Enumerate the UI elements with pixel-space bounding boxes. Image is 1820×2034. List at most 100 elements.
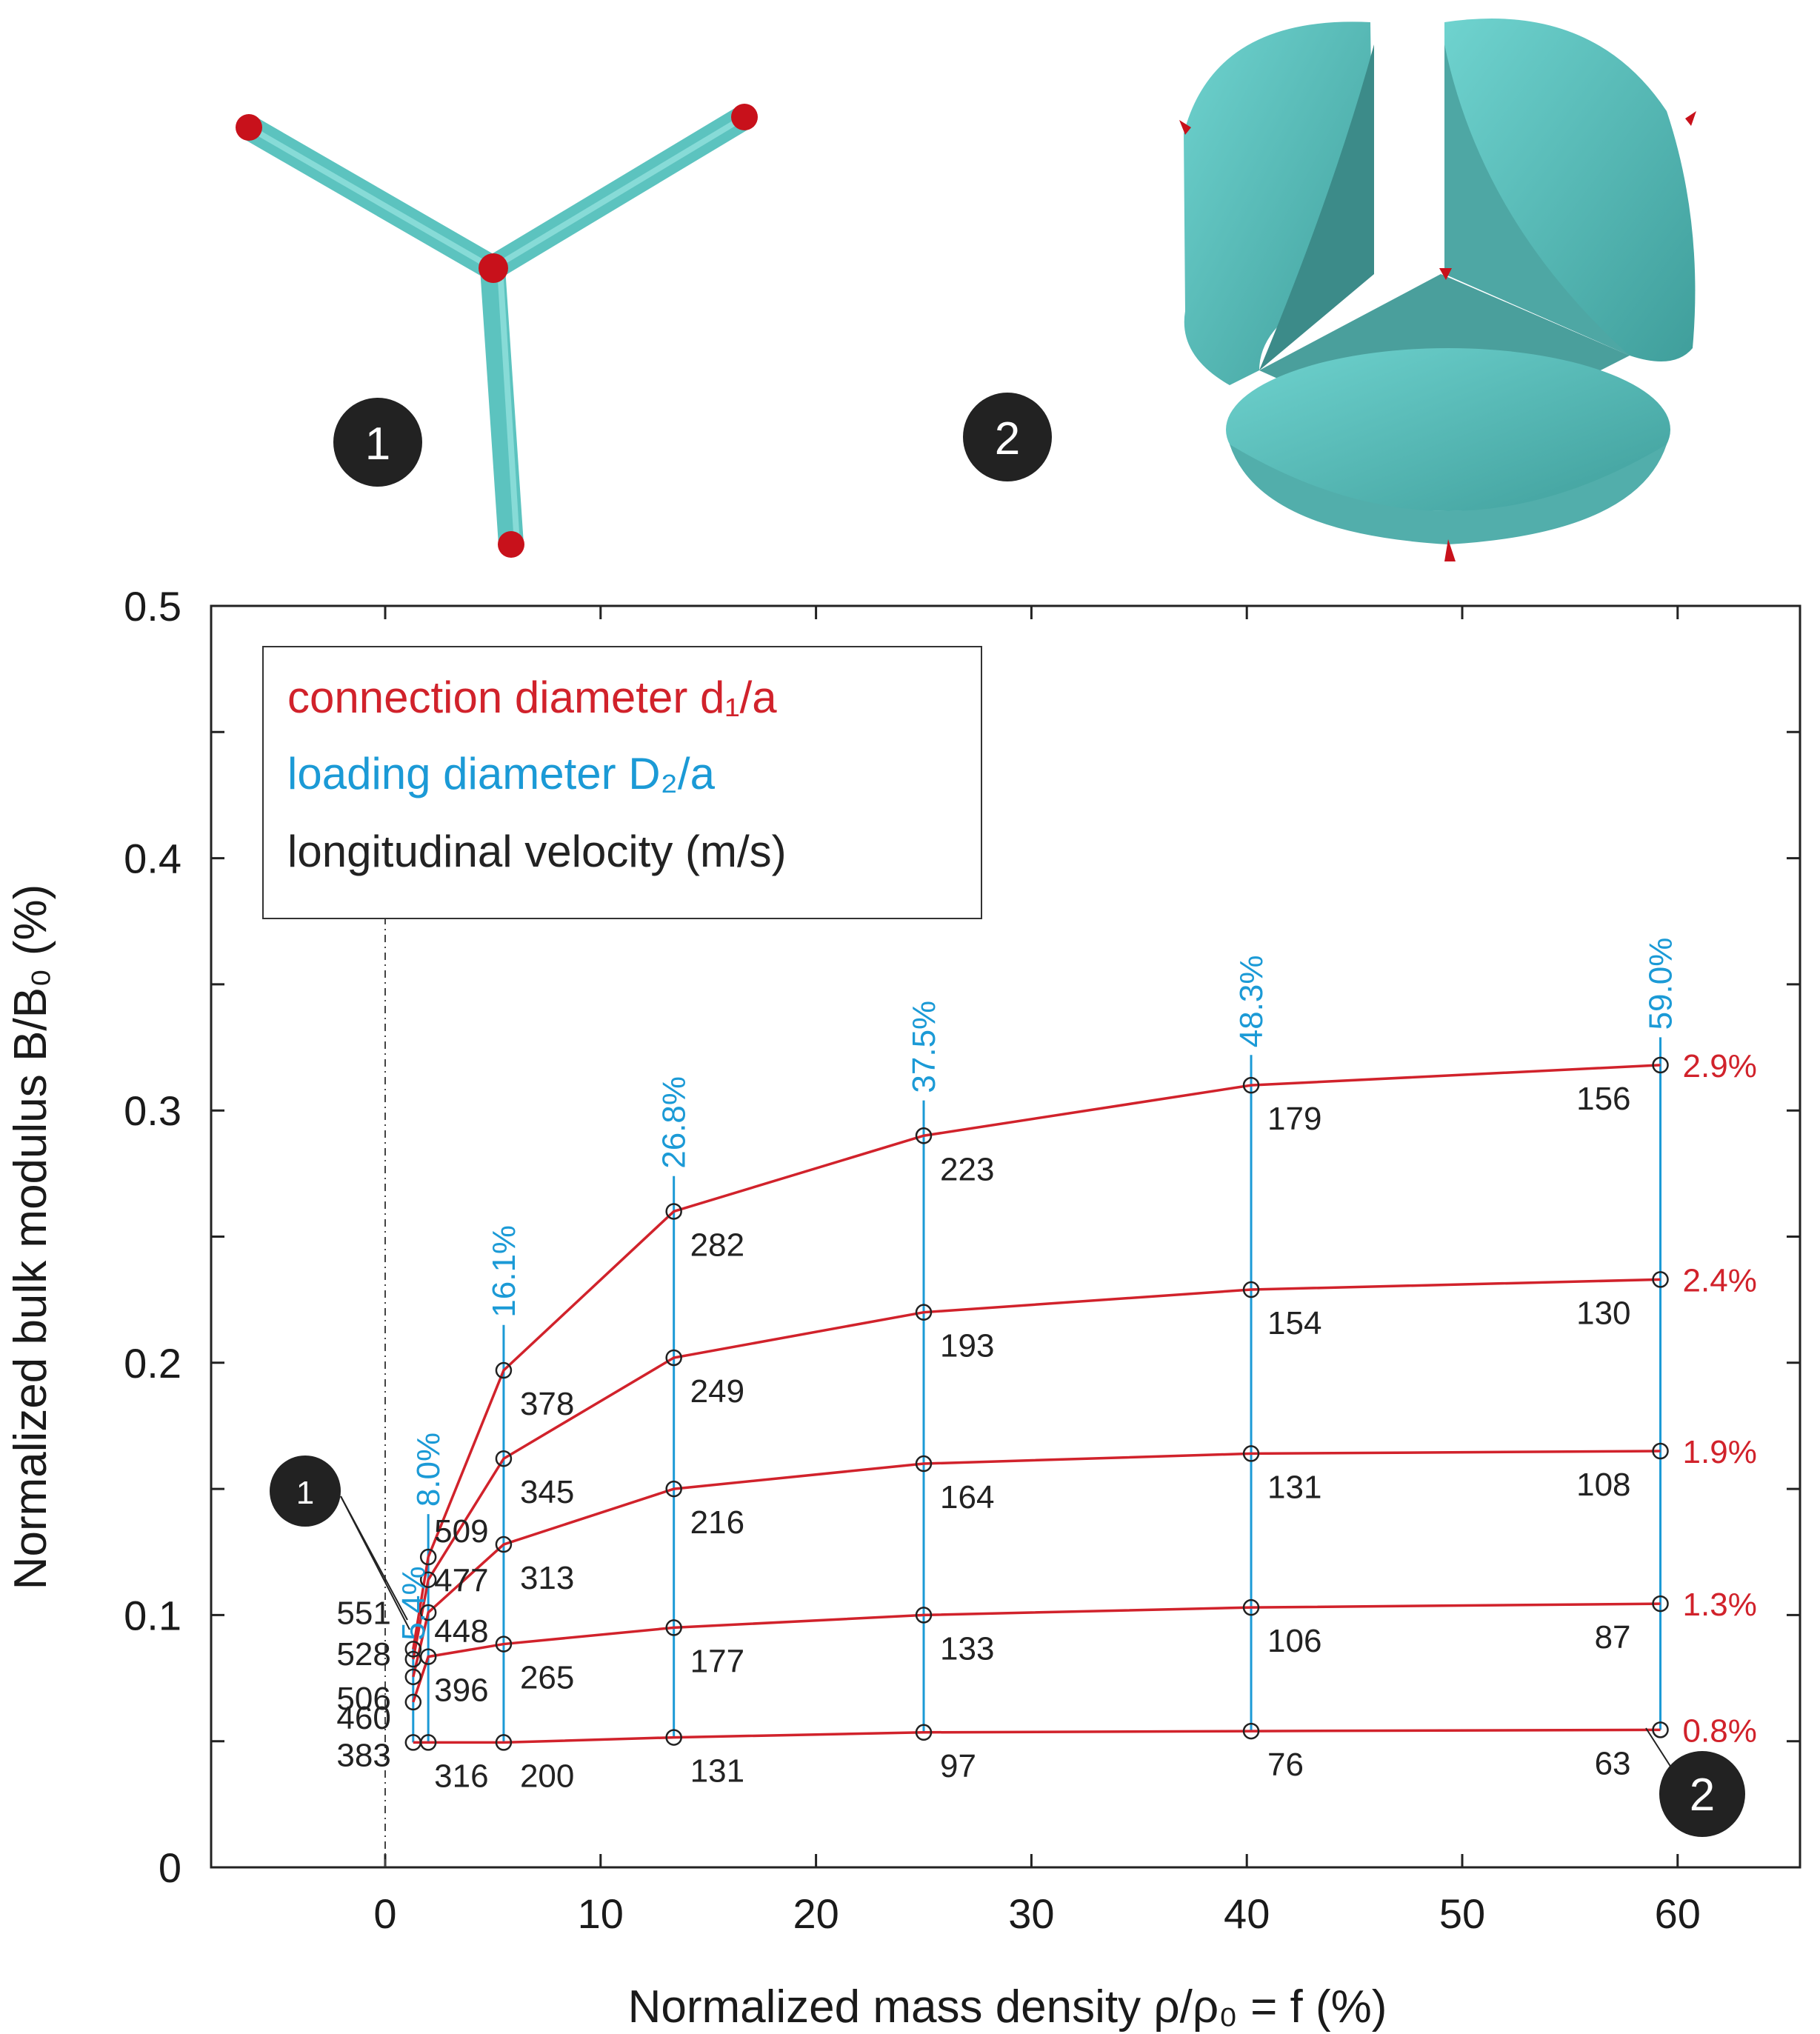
velocity-label: 177	[690, 1643, 744, 1679]
y-tick-label-0.5: 0.5	[124, 583, 181, 630]
badge-1-top-text: 1	[365, 419, 390, 470]
data-point	[419, 1571, 437, 1588]
x-tick-label-20: 20	[793, 1890, 839, 1937]
velocity-label: 378	[520, 1386, 574, 1422]
velocity-label: 551	[336, 1595, 390, 1631]
velocity-label: 131	[1267, 1469, 1321, 1505]
y-axis-title: Normalized bulk modulus B/B₀ (%)	[5, 884, 56, 1590]
connection-label-1.9%: 1.9%	[1683, 1434, 1757, 1470]
data-point	[495, 1361, 513, 1379]
data-point	[1242, 1445, 1260, 1462]
structure-1-illustration	[236, 104, 758, 558]
data-markers	[404, 1056, 1669, 1751]
data-point	[915, 1724, 933, 1741]
velocity-label: 249	[690, 1373, 744, 1410]
series-line-1.9%	[412, 1450, 1661, 1678]
connection-label-1.3%: 1.3%	[1683, 1587, 1757, 1623]
data-point	[665, 1480, 682, 1498]
series-line-1.3%	[412, 1602, 1661, 1703]
loading-label-4: 37.5%	[906, 1001, 942, 1093]
velocity-labels: 551 509 378 282 223 179 156 528 477 345 249 193 154 1…	[336, 1081, 1630, 1795]
y-tick-label-0.2: 0.2	[124, 1340, 181, 1387]
velocity-label: 396	[434, 1673, 488, 1709]
data-point	[915, 1607, 933, 1624]
velocity-label: 460	[336, 1700, 390, 1736]
velocity-label: 130	[1576, 1295, 1630, 1331]
badge-2-text: 2	[1690, 1770, 1715, 1821]
structure-2-illustration	[1179, 19, 1696, 561]
badge-1-top: 1	[333, 398, 422, 487]
velocity-label: 154	[1267, 1305, 1321, 1341]
data-point	[404, 1668, 422, 1686]
x-tick-label-60: 60	[1655, 1890, 1701, 1937]
data-point	[665, 1203, 682, 1220]
badge-1: 1	[270, 1456, 410, 1630]
velocity-label: 316	[434, 1758, 488, 1794]
data-point	[495, 1734, 513, 1751]
velocity-label: 448	[434, 1613, 488, 1650]
velocity-label: 131	[690, 1753, 744, 1790]
velocity-label: 76	[1267, 1747, 1304, 1783]
data-point	[1242, 1281, 1260, 1298]
data-point	[1242, 1598, 1260, 1616]
velocity-label: 223	[940, 1151, 994, 1187]
x-axis-title: Normalized mass density ρ/ρ₀ = f (%)	[628, 1981, 1387, 2033]
data-point	[1242, 1722, 1260, 1740]
y-tick-label-0: 0	[159, 1844, 181, 1891]
velocity-label: 87	[1595, 1619, 1631, 1655]
velocity-label: 106	[1267, 1623, 1321, 1659]
badge-2-top: 2	[963, 393, 1052, 481]
loading-label-5: 48.3%	[1233, 956, 1270, 1048]
data-point	[1652, 1056, 1669, 1074]
velocity-label: 265	[520, 1660, 574, 1696]
series-line-2.4%	[412, 1278, 1661, 1660]
badge-2: 2	[1645, 1727, 1745, 1837]
data-point	[1652, 1721, 1669, 1738]
data-point	[495, 1450, 513, 1467]
data-point	[1652, 1271, 1669, 1288]
y-tick-label-0.3: 0.3	[124, 1087, 181, 1134]
loading-label-1: 8.0%	[410, 1433, 447, 1507]
loading-diameter-labels: 5.4% 8.0% 16.1% 26.8% 37.5% 48.3% 59.0%	[396, 938, 1679, 1641]
legend-loading-diameter: loading diameter D₂/a	[287, 749, 716, 798]
axis-ticks: 0 10 20 30 40 50 60 0 0.1 0.2 0.3 0.4 0.5	[124, 583, 1800, 1937]
data-point	[419, 1604, 437, 1621]
velocity-label: 133	[940, 1630, 994, 1667]
x-tick-label-50: 50	[1439, 1890, 1485, 1937]
data-point	[1652, 1595, 1669, 1613]
data-point	[495, 1635, 513, 1653]
loading-label-0: 5.4%	[396, 1566, 432, 1640]
x-tick-label-0: 0	[373, 1890, 396, 1937]
x-tick-label-30: 30	[1008, 1890, 1054, 1937]
x-tick-label-10: 10	[578, 1890, 624, 1937]
velocity-label: 345	[520, 1474, 574, 1510]
data-point	[495, 1535, 513, 1553]
loading-label-6: 59.0%	[1643, 938, 1679, 1030]
loading-diameter-lines	[412, 1037, 1662, 1743]
data-point	[419, 1648, 437, 1665]
connection-label-2.9%: 2.9%	[1683, 1048, 1757, 1084]
data-point	[1242, 1076, 1260, 1094]
data-point	[665, 1729, 682, 1746]
velocity-label: 383	[336, 1737, 390, 1773]
velocity-label: 282	[690, 1227, 744, 1263]
connection-label-0.8%: 0.8%	[1683, 1713, 1757, 1749]
badge-2-top-text: 2	[995, 413, 1020, 464]
series-line-2.9%	[412, 1064, 1661, 1650]
data-point	[419, 1734, 437, 1751]
velocity-label: 63	[1595, 1745, 1631, 1781]
velocity-label: 528	[336, 1636, 390, 1673]
series-line-0.8%	[413, 1728, 1661, 1744]
velocity-label: 509	[434, 1513, 488, 1550]
data-point	[665, 1619, 682, 1636]
velocity-label: 477	[434, 1563, 488, 1599]
velocity-label: 164	[940, 1479, 994, 1516]
velocity-label: 506	[336, 1681, 390, 1717]
data-point	[419, 1548, 437, 1566]
velocity-label: 193	[940, 1328, 994, 1364]
data-point	[915, 1127, 933, 1144]
velocity-label: 108	[1576, 1467, 1630, 1503]
y-tick-label-0.4: 0.4	[124, 836, 181, 882]
data-point	[404, 1641, 422, 1658]
